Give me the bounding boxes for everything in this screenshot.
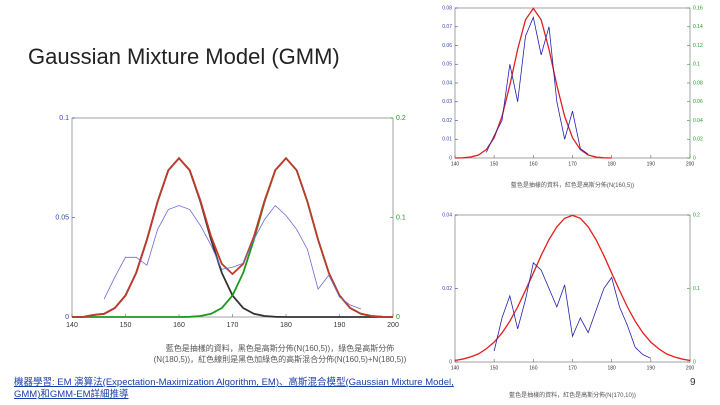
y2-tick-label: 0.2 [693,212,700,218]
y-tick-label: 0.02 [442,118,452,124]
y-tick-label: 0.06 [442,43,452,49]
y2-tick-label: 0.12 [693,43,703,49]
x-tick-label: 150 [120,322,132,329]
plot-frame [454,214,691,363]
plot-frame [71,117,394,318]
x-tick-label: 170 [568,365,577,371]
y2-tick-label: 0 [693,359,696,365]
y2-tick-label: 0.08 [693,80,703,86]
y-tick-label: 0.05 [442,62,452,68]
y2-tick-label: 0.2 [396,115,406,122]
chart-caption: 藍色是抽樣的資料，紅色是高斯分佈(N(170,10)) [509,393,636,399]
series-line [72,156,394,318]
x-tick-label: 170 [227,322,239,329]
series-line [485,16,589,155]
y2-tick-label: 0.1 [693,286,700,292]
slide-title: Gaussian Mixture Model (GMM) [28,44,340,69]
x-tick-label: 190 [647,365,656,371]
series-line [103,204,362,310]
x-tick-label: 160 [529,161,538,167]
y-tick-label: 0.04 [442,80,452,86]
x-tick-label: 190 [647,161,656,167]
y-tick-label: 0.05 [55,214,69,221]
y-tick-label: 0.04 [442,212,452,218]
y-tick-label: 0.02 [442,286,452,292]
x-tick-label: 150 [490,161,499,167]
y-tick-label: 0 [449,155,452,161]
x-tick-label: 200 [387,322,399,329]
y2-tick-label: 0.1 [693,62,700,68]
y2-tick-label: 0.1 [396,214,406,221]
y-tick-label: 0 [65,314,69,321]
x-tick-label: 180 [607,161,616,167]
x-tick-label: 140 [451,161,460,167]
x-tick-label: 140 [66,322,78,329]
y2-tick-label: 0.14 [693,24,703,30]
y2-tick-label: 0 [693,155,696,161]
y2-tick-label: 0.04 [693,118,703,124]
y-tick-label: 0 [449,359,452,365]
series-line [454,214,691,362]
x-tick-label: 140 [451,365,460,371]
x-tick-label: 150 [490,365,499,371]
series-line [72,156,393,318]
series-line [493,261,652,359]
x-tick-label: 170 [568,161,577,167]
x-tick-label: 200 [686,365,695,371]
x-tick-label: 180 [607,365,616,371]
reference-link[interactable]: 機器學習: EM 演算法(Expectation-Maximization Al… [14,377,454,401]
y-tick-label: 0.1 [59,115,69,122]
chart-caption: 藍色是抽樣的資料，紅色是高斯分佈(N(160,5)) [510,183,635,189]
y2-tick-label: 0.06 [693,99,703,105]
series-line [72,156,394,318]
y-tick-label: 0.07 [442,24,452,30]
y-tick-label: 0.01 [442,137,452,143]
y-tick-label: 0.08 [442,5,452,11]
chart-caption: 藍色是抽樣的資料，黑色是高斯分佈(N(160,5))，綠色是高斯分佈(N(180… [153,344,407,365]
series-line [454,7,612,159]
plot-frame [454,7,691,159]
x-tick-label: 180 [280,322,292,329]
y2-tick-label: 0 [396,314,400,321]
x-tick-label: 190 [334,322,346,329]
y2-tick-label: 0.16 [693,5,703,11]
y-tick-label: 0.03 [442,99,452,105]
x-tick-label: 160 [529,365,538,371]
x-tick-label: 160 [173,322,185,329]
y2-tick-label: 0.02 [693,137,703,143]
page-number: 9 [690,377,696,388]
x-tick-label: 200 [686,161,695,167]
